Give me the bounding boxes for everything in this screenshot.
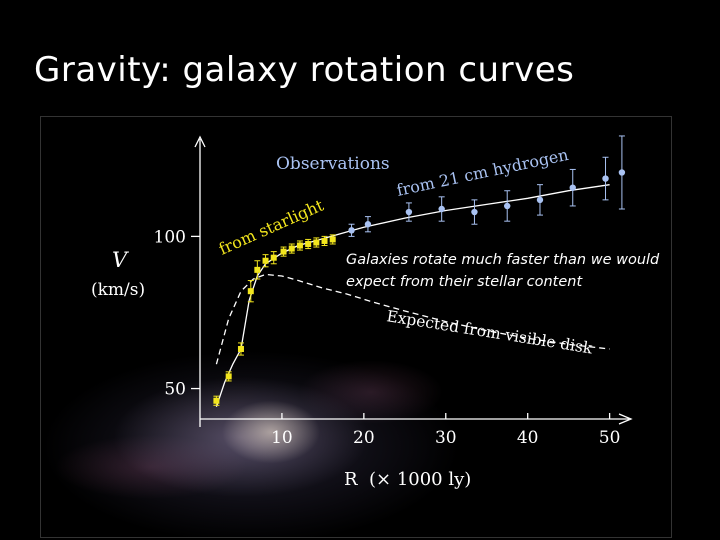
series-label-expected: Expected from visible disk (385, 307, 594, 357)
starlight-point-6 (262, 257, 269, 264)
y-tick-label-100: 100 (154, 227, 186, 247)
starlight-point-14 (329, 236, 336, 243)
hydrogen-point-3 (405, 208, 413, 216)
x-tick-label-50: 50 (599, 428, 621, 448)
rotation-curve-chart: 10 20 30 40 50 50 100 Observations from 21 cm … (91, 135, 633, 490)
hydrogen-point-1 (348, 227, 355, 234)
slide-title: Gravity: galaxy rotation curves (34, 50, 575, 90)
hydrogen-point-5 (471, 208, 478, 216)
starlight-point-13 (321, 237, 328, 244)
starlight-point-4 (247, 288, 254, 295)
hydrogen-point-4 (438, 205, 445, 213)
starlight-point-9 (288, 245, 295, 252)
x-tick-label-40: 40 (517, 428, 539, 448)
hydrogen-point-6 (504, 202, 511, 210)
x-tick-label-30: 30 (435, 428, 457, 448)
series-label-starlight: from starlight (216, 195, 327, 258)
y-tick-label-50: 50 (164, 380, 186, 400)
starlight-point-5 (254, 266, 261, 273)
starlight-point-1 (213, 397, 220, 404)
x-axis-arrowhead (618, 413, 633, 425)
starlight-point-12 (313, 239, 320, 246)
x-tick-label-20: 20 (353, 428, 375, 448)
hydrogen-point-2 (364, 221, 372, 228)
starlight-point-8 (280, 248, 287, 255)
galaxy-photo-background (41, 297, 491, 537)
starlight-point-11 (305, 241, 312, 247)
starlight-point-7 (270, 254, 277, 261)
starlight-point-3 (237, 346, 244, 352)
hydrogen-point-8 (569, 184, 576, 191)
hydrogen-point-10 (618, 169, 626, 176)
y-axis-symbol: V (112, 248, 129, 272)
y-axis-arrowhead (194, 135, 206, 148)
expected-curve (215, 273, 610, 365)
annotation-note: Galaxies rotate much faster than we woul… (346, 252, 660, 290)
x-tick-label-10: 10 (271, 428, 293, 448)
starlight-point-2 (225, 373, 232, 380)
hydrogen-point-9 (602, 175, 609, 182)
chart-title: Observations (276, 154, 390, 174)
series-label-hydrogen: from 21 cm hydrogen (395, 145, 570, 200)
starlight-point-10 (296, 242, 303, 249)
x-axis-label: R (× 1000 ly) (344, 469, 471, 490)
hydrogen-point-7 (536, 196, 544, 204)
rotation-curve-figure: 10 20 30 40 50 50 100 Observations from 21 cm … (40, 116, 672, 538)
y-axis-units: (km/s) (91, 280, 145, 300)
